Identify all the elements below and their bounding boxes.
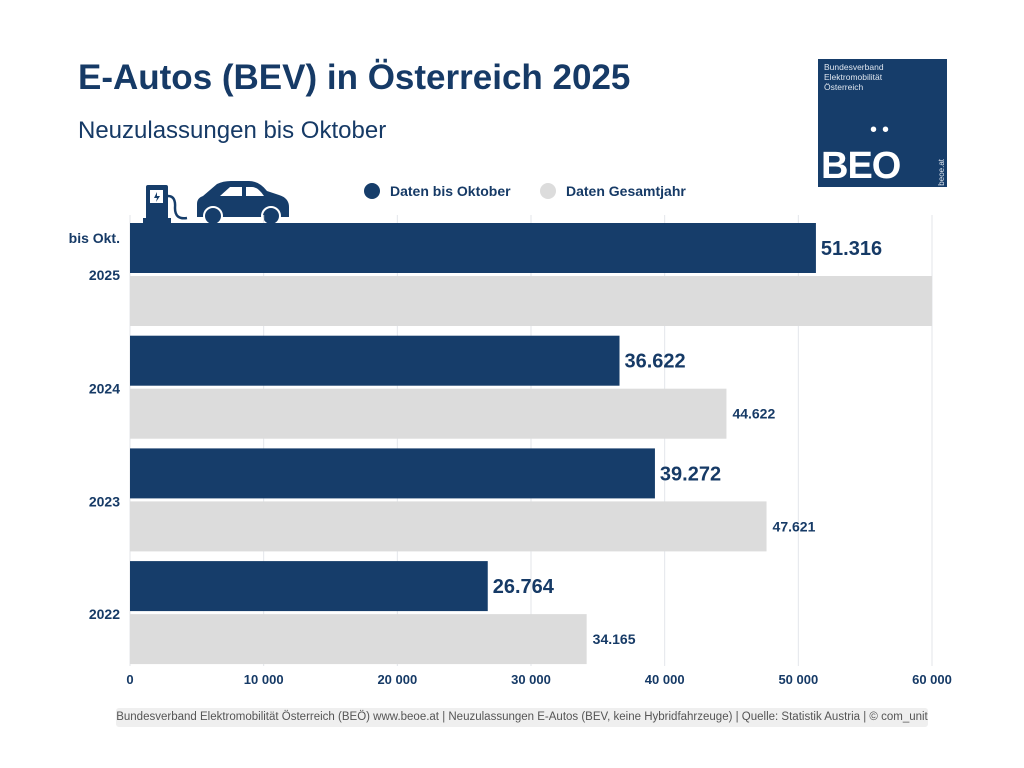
bar-gesamtjahr [130, 276, 932, 326]
data-label: 39.272 [660, 463, 721, 485]
category-label: 2025 [89, 267, 120, 283]
chart-title: E-Autos (BEV) in Österreich 2025 [78, 58, 631, 97]
bar-bis-oktober [130, 223, 816, 273]
x-tick-label: 40 000 [645, 672, 685, 687]
x-tick-label: 0 [126, 672, 133, 687]
legend-label: Daten bis Oktober [390, 183, 511, 199]
x-tick-label: 10 000 [244, 672, 284, 687]
category-label: 2023 [89, 493, 120, 509]
legend-swatch-navy [364, 183, 380, 199]
data-label: 26.764 [493, 576, 555, 598]
legend-item-gesamtjahr: Daten Gesamtjahr [540, 183, 686, 199]
data-label: 51.316 [821, 238, 882, 260]
category-label: 2024 [89, 381, 120, 397]
beo-logo: Bundesverband Elektromobilität Österreich … [818, 59, 947, 187]
footer-source: Bundesverband Elektromobilität Österreic… [116, 708, 928, 727]
logo-mark: BEO [821, 145, 901, 187]
data-label: 36.622 [625, 351, 686, 373]
data-label: 44.622 [732, 406, 775, 422]
bar-bis-oktober [130, 561, 488, 612]
x-tick-label: 60 000 [912, 672, 952, 687]
chart-subtitle: Neuzulassungen bis Oktober [78, 117, 387, 144]
legend-swatch-gray [540, 183, 556, 199]
bar-gesamtjahr [130, 388, 727, 439]
x-tick-label: 20 000 [377, 672, 417, 687]
bar-gesamtjahr [130, 501, 767, 552]
logo-text: Bundesverband Elektromobilität Österreich [824, 62, 884, 92]
bar-bis-oktober [130, 448, 655, 499]
legend-item-oktober: Daten bis Oktober [364, 183, 511, 199]
data-label: 47.621 [773, 518, 816, 534]
category-label: bis Okt. [69, 230, 120, 246]
bar-bis-oktober [130, 335, 620, 386]
x-tick-label: 30 000 [511, 672, 551, 687]
category-label: 2022 [89, 606, 120, 622]
legend-label: Daten Gesamtjahr [566, 183, 686, 199]
data-label: 34.165 [593, 631, 636, 647]
x-tick-label: 50 000 [778, 672, 818, 687]
logo-dots: •• [870, 119, 895, 141]
charging-car-icon [143, 181, 289, 226]
bar-gesamtjahr [130, 614, 587, 665]
